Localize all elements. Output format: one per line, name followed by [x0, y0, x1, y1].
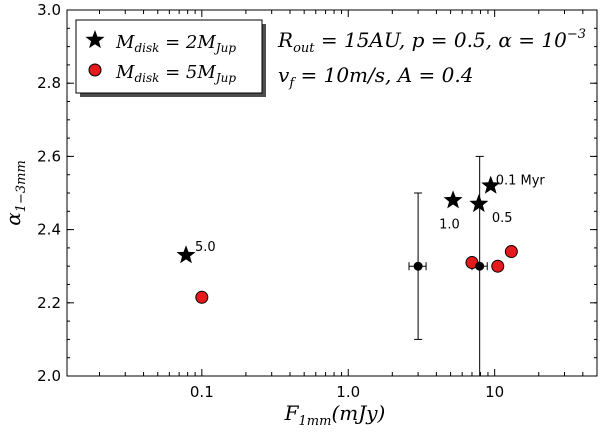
legend: Mdisk = 2MJup Mdisk = 5MJup	[75, 19, 266, 97]
legend-entry-2: Mdisk = 5MJup	[115, 62, 236, 85]
legend-circle-glyph	[88, 63, 102, 77]
star-point-label: 0.1 Myr	[496, 174, 546, 189]
observed-point	[475, 261, 485, 271]
x-tick-label: 1.0	[336, 383, 360, 401]
legend-star-glyph	[85, 30, 105, 49]
params-line-2-b: = 10m/s, A = 0.4	[294, 63, 473, 87]
legend-box	[75, 19, 263, 94]
observed-point	[413, 261, 423, 271]
star-point	[176, 245, 196, 264]
red-circle-point	[195, 290, 209, 304]
x-axis-title-base: F	[284, 401, 300, 425]
params-line-2-a-sub: f	[288, 76, 296, 91]
red-circle-point	[504, 245, 518, 259]
legend-entry-1-mid: = 2M	[159, 32, 216, 53]
x-axis-title-sub: 1mm	[299, 414, 332, 429]
data-marks	[176, 175, 518, 304]
legend-entry-1-sub: disk	[134, 41, 159, 55]
params-line-2-a: v	[278, 63, 290, 87]
y-tick-label: 2.4	[37, 221, 61, 239]
y-axis-title-base: α	[1, 212, 25, 226]
y-axis-title-sub: 1−3mm	[14, 160, 29, 212]
y-tick-label: 2.8	[37, 74, 61, 92]
x-tick-label: 0.1	[190, 383, 214, 401]
x-tick-label: 10	[485, 383, 504, 401]
y-axis-title: α1−3mm	[1, 160, 29, 226]
legend-entry-2-base: M	[115, 62, 135, 83]
x-axis-title-rest: (mJy)	[331, 401, 385, 425]
star-point-label: 0.5	[492, 211, 513, 226]
y-tick-label: 3.0	[37, 1, 61, 19]
legend-entry-1-base: M	[115, 32, 135, 53]
params-line-1-b: = 15AU, p = 0.5, α = 10	[315, 28, 568, 52]
params-line-2: vf = 10m/s, A = 0.4	[278, 63, 473, 91]
legend-entry-1: Mdisk = 2MJup	[115, 32, 236, 55]
star-point-label: 5.0	[195, 240, 216, 255]
legend-entry-2-sub2: Jup	[213, 71, 237, 85]
star-point	[481, 175, 501, 194]
plot-frame	[66, 9, 598, 377]
params-line-1-b-sup: −3	[567, 27, 586, 42]
params-line-1-a: R	[277, 28, 293, 52]
params-line-1-a-sub: out	[293, 41, 315, 56]
star-point	[469, 193, 489, 213]
legend-entry-2-mid: = 5M	[159, 62, 216, 83]
y-tick-label: 2.6	[37, 147, 61, 165]
params-line-1: Rout = 15AU, p = 0.5, α = 10−3	[277, 27, 586, 56]
star-point	[443, 190, 463, 209]
legend-circle-marker	[88, 63, 102, 77]
x-axis-title: F1mm(mJy)	[284, 401, 386, 429]
legend-star-marker	[85, 30, 105, 49]
red-circle-point	[491, 259, 505, 273]
point-annotations: 5.0 1.0 0.5 0.1 Myr	[195, 174, 545, 256]
y-tick-label: 2.2	[37, 294, 61, 312]
legend-entry-2-sub: disk	[134, 71, 159, 85]
y-tick-label: 2.0	[37, 367, 61, 385]
star-point-label: 1.0	[439, 217, 460, 232]
legend-entry-1-sub2: Jup	[213, 41, 237, 55]
